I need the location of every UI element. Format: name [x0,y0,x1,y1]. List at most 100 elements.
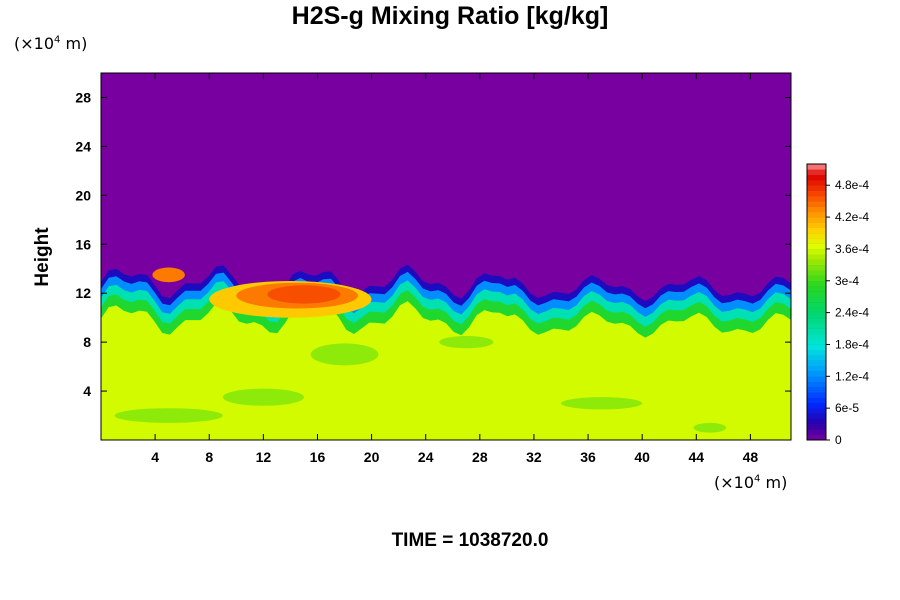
x-tick-label: 36 [580,449,596,465]
x-tick-label: 16 [310,449,326,465]
x-tick-label: 8 [205,449,213,465]
y-tick-label: 16 [75,236,91,252]
y-axis-unit: (×104 m) [14,34,88,53]
colorbar-cell [807,365,826,372]
y-axis-label: Height [32,227,53,287]
colorbar-cell [807,195,826,202]
colorbar-cell [807,302,826,308]
colorbar-cell [807,392,826,398]
x-tick-label: 40 [634,449,650,465]
colorbar-cell [807,413,826,420]
colorbar-cell [807,185,826,191]
colorbar-cell [807,397,826,404]
colorbar-cell [807,355,826,361]
colorbar-cell [807,169,826,175]
y-axis-ticks: 4 8 12 16 20 24 28 [75,89,791,399]
colorbar-cell [807,424,826,430]
colorbar-cell [807,339,826,345]
colorbar-cell [807,360,826,366]
x-tick-label: 32 [526,449,542,465]
x-tick-label: 20 [364,449,380,465]
colorbar-cell [807,227,826,234]
lower-swirl-3 [439,336,494,349]
colorbar-cell [807,201,826,207]
lower-swirl-4 [561,397,643,410]
colorbar-label: 1.2e-4 [835,369,869,383]
y-tick-label: 28 [75,89,91,105]
x-tick-label: 44 [689,449,705,465]
colorbar-cell [807,296,826,303]
colorbar-cell [807,190,826,197]
colorbar-cell [807,270,826,276]
colorbar-cell [807,381,826,388]
lower-swirl-2 [310,343,379,366]
colorbar-cell [807,429,826,435]
colorbar-cell [807,408,826,414]
x-tick-label: 48 [743,449,759,465]
x-axis-unit: (×104 m) [714,473,788,492]
colorbar-cell [807,317,826,324]
colorbar-label: 3e-4 [835,274,859,288]
colorbar-cell [807,349,826,356]
colorbar-label: 4.2e-4 [835,210,869,224]
colorbar-cell [807,418,826,425]
colorbar-cell [807,371,826,377]
colorbar-label: 2.4e-4 [835,306,869,320]
colorbar-cell [807,386,826,393]
colorbar-cell [807,211,826,218]
lower-swirl-0 [114,408,223,423]
x-tick-label: 24 [418,449,434,465]
colorbar-cell [807,307,826,313]
x-tick-label: 28 [472,449,488,465]
time-label: TIME = 1038720.0 [391,530,549,551]
colorbar-cell [807,174,826,181]
x-axis-ticks: 4 8 12 16 20 24 28 32 36 40 44 48 [151,73,758,465]
colorbar-cell [807,402,826,409]
colorbar-label: 0 [835,433,842,447]
colorbar-cell [807,344,826,351]
colorbar: 0 6e-5 1.2e-4 1.8e-4 2.4e-4 3e-4 3.6e-4 4.2e-4 4… [806,163,869,447]
colorbar-cell [807,248,826,255]
high-region-left [152,267,185,283]
y-tick-label: 12 [75,285,91,301]
colorbar-cell [807,286,826,292]
y-tick-label: 4 [83,383,91,399]
plot-frame [100,72,792,441]
plot-area [101,73,791,440]
colorbar-cell [807,217,826,223]
colorbar-cell [807,206,826,213]
colorbar-label: 1.8e-4 [835,337,869,351]
colorbar-cell [807,280,826,287]
colorbar-cell [807,164,826,170]
high-region-core [267,285,341,304]
colorbar-frame [806,163,827,441]
lower-swirl-5 [693,422,727,433]
chart-title: H2S-g Mixing Ratio [kg/kg] [291,2,609,30]
colorbar-cell [807,179,826,186]
colorbar-label: 4.8e-4 [835,178,869,192]
colorbar-cell [807,238,826,244]
colorbar-cell [807,233,826,239]
colorbar-cell [807,328,826,335]
colorbar-label: 6e-5 [835,401,859,415]
y-tick-label: 8 [83,334,91,350]
colorbar-cell [807,264,826,271]
colorbar-cell [807,243,826,250]
colorbar-cell [807,333,826,340]
colorbar-cell [807,275,826,282]
y-tick-label: 24 [75,138,91,154]
x-tick-label: 4 [151,449,159,465]
colorbar-label: 3.6e-4 [835,242,869,256]
colorbar-cell [807,291,826,297]
colorbar-cell [807,254,826,260]
lower-swirl-1 [222,388,304,406]
colorbar-cell [807,376,826,382]
y-tick-label: 20 [75,187,91,203]
x-tick-label: 12 [256,449,272,465]
colorbar-cell [807,434,826,441]
colorbar-cell [807,323,826,329]
colorbar-cell [807,259,826,266]
colorbar-cell [807,222,826,228]
colorbar-cell [807,312,826,319]
